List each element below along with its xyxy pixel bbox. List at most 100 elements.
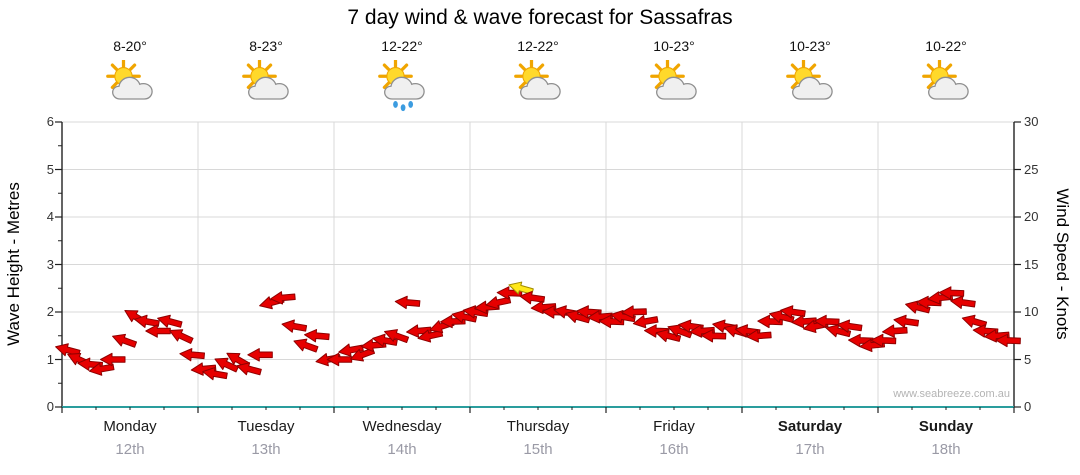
left-axis-tick-label: 6	[46, 114, 54, 129]
wind-arrow	[134, 314, 160, 328]
sun-ray	[672, 63, 681, 71]
cloud-shape	[656, 76, 697, 100]
temperature-label: 8-23°	[249, 38, 283, 54]
day-label: Wednesday	[362, 418, 442, 435]
right-axis-tick-label: 5	[1024, 351, 1032, 367]
right-axis-tick-label: 30	[1024, 114, 1039, 129]
sun-cloud-icon	[514, 60, 561, 100]
sun-ray	[246, 63, 255, 71]
sun-ray	[654, 81, 663, 89]
sun-ray	[382, 81, 391, 89]
weather-icon-sun-cloud	[104, 60, 156, 112]
sun-ray	[264, 63, 273, 71]
sun-cloud-icon	[242, 60, 289, 100]
wind-arrow	[632, 315, 659, 329]
cloud-shape	[112, 76, 153, 100]
wind-arrow	[836, 319, 863, 333]
wind-arrow	[304, 329, 330, 343]
temperature-label: 8-20°	[113, 38, 147, 54]
sun-ray	[518, 63, 527, 71]
wind-arrow	[530, 300, 557, 315]
right-axis-title: Wind Speed - Knots	[1053, 188, 1072, 340]
wind-arrow	[326, 352, 353, 367]
rain-drop	[408, 100, 414, 108]
date-label: 18th	[931, 441, 961, 458]
right-axis-tick-label: 10	[1024, 304, 1039, 319]
wind-arrow	[384, 329, 410, 344]
sun-cloud-icon	[786, 60, 833, 100]
wind-arrow	[214, 357, 239, 373]
wind-arrow	[55, 343, 81, 357]
sun-cloud-icon	[650, 60, 697, 100]
wind-arrow	[179, 348, 205, 362]
date-label: 14th	[387, 441, 417, 458]
sun-ray	[790, 81, 799, 89]
weather-icon-sun-cloud	[512, 60, 564, 112]
wind-arrow	[338, 343, 364, 357]
sun-ray	[400, 63, 409, 71]
cloud-shape	[792, 76, 833, 100]
wind-arrow	[202, 367, 228, 381]
cloud-shape	[520, 76, 561, 100]
cloud-shape	[384, 76, 425, 100]
wind-arrow	[689, 324, 715, 338]
day-label: Tuesday	[237, 418, 295, 435]
rain-drop	[400, 104, 406, 112]
date-label: 16th	[659, 441, 689, 458]
temperature-label: 12-22°	[517, 38, 559, 54]
wind-arrow	[655, 329, 682, 343]
weather-icon-sun-cloud	[648, 60, 700, 112]
wind-arrow	[995, 333, 1021, 348]
right-axis-tick-label: 0	[1024, 399, 1032, 414]
wind-arrow	[157, 314, 183, 328]
wind-arrow	[700, 329, 727, 343]
left-axis-tick-label: 4	[46, 209, 54, 224]
right-axis-tick-label: 25	[1024, 161, 1039, 177]
wind-arrow	[112, 333, 138, 348]
left-axis-tick-label: 1	[46, 351, 54, 367]
wind-arrow	[814, 314, 840, 329]
rain-drop	[393, 100, 398, 108]
sun-ray	[536, 63, 545, 71]
left-axis-tick-label: 2	[46, 304, 54, 319]
day-label: Thursday	[506, 418, 570, 435]
wind-arrow	[394, 295, 421, 310]
wind-arrow	[870, 333, 897, 348]
temperature-label: 10-23°	[789, 38, 831, 54]
sun-ray	[808, 63, 817, 71]
sun-ray	[110, 63, 119, 71]
date-label: 12th	[115, 441, 145, 458]
sun-cloud-icon	[106, 60, 153, 100]
sun-cloud-rain-icon	[378, 60, 425, 112]
wind-arrow	[848, 333, 874, 348]
wind-arrow	[270, 291, 296, 305]
sun-ray	[926, 81, 935, 89]
day-label: Friday	[653, 418, 695, 435]
wind-arrow	[372, 333, 398, 347]
left-axis-tick-label: 5	[46, 161, 54, 177]
wind-arrow	[984, 329, 1010, 343]
sun-ray	[518, 81, 527, 89]
wind-arrow	[791, 314, 817, 329]
wind-arrow	[281, 319, 308, 333]
wind-arrow	[950, 295, 976, 310]
left-axis-title: Wave Height - Metres	[4, 182, 23, 346]
day-label: Monday	[103, 418, 157, 435]
sun-ray	[246, 81, 255, 89]
day-label: Saturday	[777, 418, 843, 435]
wind-arrow	[746, 329, 772, 343]
temperature-label: 12-22°	[381, 38, 423, 54]
sun-ray	[382, 63, 391, 71]
wind-arrow	[587, 310, 613, 324]
wind-arrow	[236, 362, 262, 376]
chart-title: 7 day wind & wave forecast for Sassafras	[347, 6, 733, 29]
sun-ray	[128, 63, 137, 71]
wind-arrow	[961, 314, 988, 328]
wind-arrow	[893, 314, 920, 329]
wind-arrow	[406, 324, 432, 338]
wind-arrow	[644, 324, 670, 338]
wind-arrow	[100, 352, 126, 367]
temperature-label: 10-22°	[925, 38, 967, 54]
sun-ray	[110, 81, 119, 89]
